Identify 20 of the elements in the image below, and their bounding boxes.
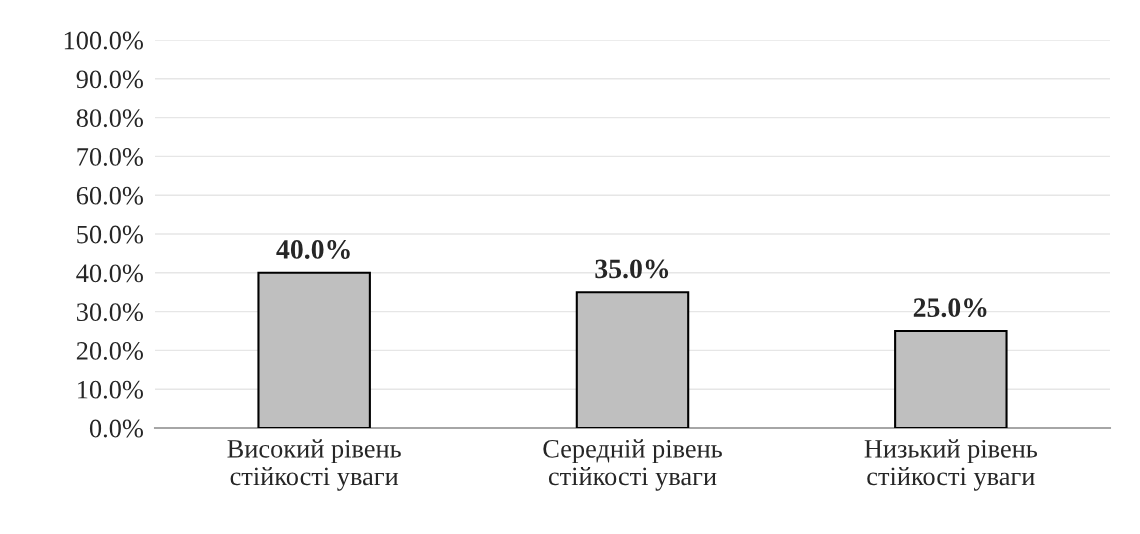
y-tick-label: 60.0% bbox=[76, 186, 143, 205]
y-tick-label: 50.0% bbox=[77, 225, 143, 244]
data-label: 35.0% bbox=[595, 259, 669, 279]
x-tick-label: Низький рівень стійкості уваги bbox=[864, 439, 1038, 491]
y-tick-label: 20.0% bbox=[76, 342, 143, 360]
bar bbox=[575, 291, 690, 428]
y-tick-label: 40.0% bbox=[76, 264, 143, 283]
y-tick-label: 70.0% bbox=[77, 148, 143, 166]
y-tick-label: 90.0% bbox=[76, 70, 143, 89]
bar bbox=[894, 329, 1008, 428]
y-tick-label: 0.0% bbox=[89, 419, 143, 438]
y-tick-label: 80.0% bbox=[76, 109, 143, 128]
data-label: 25.0% bbox=[913, 298, 987, 318]
x-tick-label: Середній рівень стійкості уваги bbox=[543, 439, 722, 491]
y-tick-label: 100.0% bbox=[64, 31, 143, 50]
x-tick-label: Високий рівень стійкості уваги bbox=[227, 439, 401, 491]
y-tick-label: 10.0% bbox=[78, 380, 143, 399]
data-label: 40.0% bbox=[276, 240, 350, 259]
y-tick-label: 30.0% bbox=[76, 303, 143, 322]
bar bbox=[257, 271, 371, 428]
